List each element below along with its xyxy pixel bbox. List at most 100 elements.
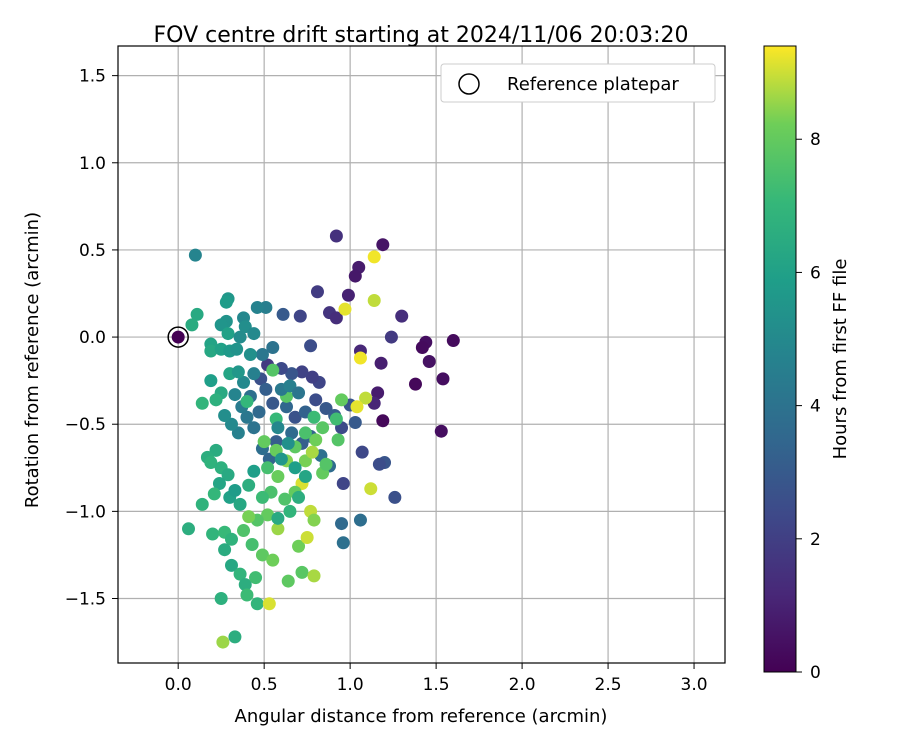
data-point bbox=[255, 348, 269, 361]
data-point bbox=[295, 365, 309, 379]
data-point bbox=[242, 510, 256, 524]
data-point bbox=[283, 504, 297, 518]
data-point bbox=[372, 457, 386, 471]
data-point bbox=[214, 592, 228, 606]
data-point bbox=[231, 426, 245, 440]
data-point bbox=[228, 388, 242, 402]
colorbar-ticks: 0 2 4 6 8 bbox=[796, 130, 821, 683]
data-point bbox=[266, 553, 280, 567]
data-point bbox=[359, 391, 373, 405]
data-point bbox=[367, 293, 381, 307]
reference-marker bbox=[167, 326, 189, 348]
x-tick-label: 1.0 bbox=[337, 675, 364, 695]
colorbar-tick-label: 6 bbox=[810, 263, 821, 283]
data-point bbox=[292, 490, 306, 504]
colorbar-label: Hours from first FF file bbox=[830, 259, 851, 460]
data-point bbox=[331, 433, 345, 447]
x-tick-label: 2.0 bbox=[509, 675, 536, 695]
data-point bbox=[218, 409, 232, 423]
data-point bbox=[271, 470, 285, 484]
data-point bbox=[219, 295, 233, 309]
colorbar: 0 2 4 6 8 Hours from first FF file bbox=[763, 45, 851, 683]
data-point bbox=[257, 435, 271, 449]
data-point bbox=[309, 393, 323, 407]
data-point bbox=[281, 436, 295, 450]
data-point bbox=[295, 565, 309, 579]
data-point bbox=[335, 517, 349, 531]
data-point bbox=[237, 524, 251, 538]
data-point bbox=[348, 269, 362, 283]
data-point bbox=[288, 410, 302, 424]
data-point bbox=[271, 511, 285, 525]
data-point bbox=[408, 377, 422, 391]
data-point bbox=[255, 490, 269, 504]
data-point bbox=[195, 497, 209, 511]
data-point bbox=[204, 456, 218, 470]
data-point bbox=[228, 630, 242, 644]
data-point bbox=[216, 635, 230, 649]
data-point bbox=[309, 433, 323, 447]
plot-frame bbox=[117, 45, 726, 664]
y-tick-label: −1.0 bbox=[65, 502, 106, 522]
legend-entry-reference: Reference platepar bbox=[507, 74, 679, 95]
y-tick-label: −1.5 bbox=[65, 590, 106, 610]
data-point bbox=[276, 307, 290, 321]
colorbar-tick-label: 2 bbox=[810, 530, 821, 550]
data-point bbox=[245, 537, 259, 551]
data-point bbox=[336, 476, 350, 490]
data-point bbox=[233, 330, 247, 344]
data-point bbox=[280, 400, 294, 414]
legend-box bbox=[440, 63, 716, 103]
data-point bbox=[446, 334, 460, 348]
data-point bbox=[293, 309, 307, 323]
data-point bbox=[204, 374, 218, 388]
data-point bbox=[218, 543, 232, 557]
data-point bbox=[307, 569, 321, 583]
data-point bbox=[274, 452, 288, 466]
data-point bbox=[249, 571, 263, 585]
data-point bbox=[329, 229, 343, 243]
x-tick-label: 0.0 bbox=[165, 675, 192, 695]
data-point bbox=[240, 395, 254, 409]
x-axis-label: Angular distance from reference (arcmin) bbox=[235, 706, 608, 727]
data-point bbox=[292, 539, 306, 553]
y-tick-label: 0.5 bbox=[79, 241, 106, 261]
y-tick-label: 0.0 bbox=[79, 328, 106, 348]
data-point bbox=[307, 513, 321, 527]
y-axis-ticks: −1.5 −1.0 −0.5 0.0 0.5 1.0 1.5 bbox=[65, 67, 118, 610]
data-point bbox=[221, 327, 235, 341]
data-point bbox=[376, 238, 390, 252]
data-point bbox=[329, 311, 343, 325]
data-point bbox=[285, 426, 299, 440]
data-point bbox=[243, 348, 257, 361]
reference-point-fill bbox=[171, 330, 185, 344]
data-point bbox=[221, 468, 235, 482]
data-point bbox=[190, 307, 204, 321]
data-point bbox=[224, 532, 238, 546]
data-point bbox=[307, 410, 321, 424]
data-point bbox=[195, 396, 209, 410]
data-point bbox=[242, 478, 256, 492]
data-point bbox=[259, 382, 273, 396]
data-point bbox=[310, 285, 324, 299]
data-point bbox=[367, 250, 381, 264]
data-point bbox=[283, 379, 297, 393]
data-point bbox=[336, 536, 350, 550]
data-point bbox=[288, 461, 302, 475]
data-point bbox=[316, 421, 330, 435]
data-point bbox=[335, 393, 349, 407]
data-point bbox=[350, 400, 364, 414]
data-point bbox=[353, 351, 367, 365]
data-point bbox=[304, 339, 318, 353]
data-point bbox=[353, 513, 367, 527]
legend-marker-icon bbox=[458, 73, 480, 95]
data-point bbox=[364, 482, 378, 496]
data-point bbox=[204, 344, 218, 358]
data-point bbox=[271, 522, 285, 536]
data-point bbox=[262, 597, 276, 611]
reference-point-ring bbox=[167, 326, 189, 348]
y-tick-label: 1.0 bbox=[79, 154, 106, 174]
y-tick-label: −0.5 bbox=[65, 415, 106, 435]
data-point bbox=[305, 445, 319, 459]
